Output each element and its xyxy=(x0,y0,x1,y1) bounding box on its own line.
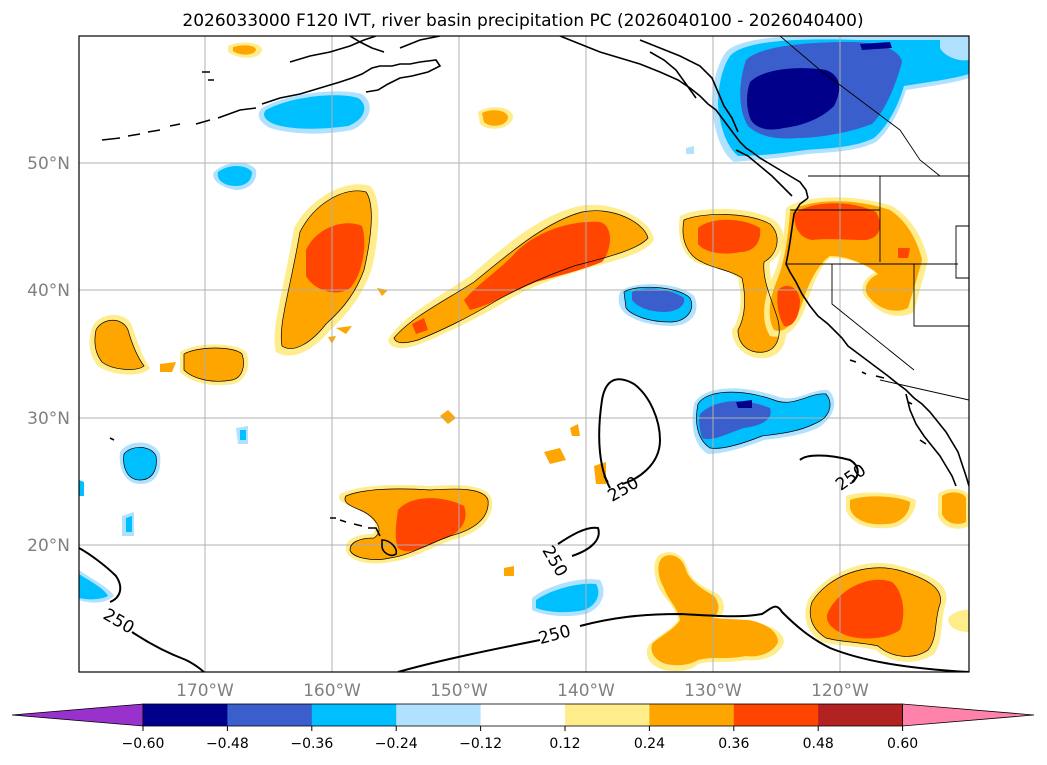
colorbar-tick-label: −0.48 xyxy=(206,736,249,752)
colorbar-tick-label: 0.12 xyxy=(549,736,580,752)
patch-outlines xyxy=(94,190,941,657)
lat-label-40n: 40°N xyxy=(27,281,70,301)
colorbar-segment xyxy=(143,704,228,726)
colorbar-extend-low xyxy=(11,703,144,727)
colorbar-tick-label: 0.48 xyxy=(803,736,834,752)
colorbar-segment xyxy=(480,704,566,726)
colorbar-tick-label: −0.24 xyxy=(375,736,418,752)
colorbar-tick-label: −0.12 xyxy=(459,736,502,752)
colorbar-tick-label: 0.36 xyxy=(718,736,749,752)
colorbar-tick-label: 0.60 xyxy=(887,736,918,752)
lon-label-150w: 150°W xyxy=(430,681,488,701)
lon-label-160w: 160°W xyxy=(303,681,361,701)
lon-label-170w: 170°W xyxy=(176,681,234,701)
colorbar-tick-label: −0.36 xyxy=(290,736,333,752)
lon-label-120w: 120°W xyxy=(811,681,869,701)
chart-title: 2026033000 F120 IVT, river basin precipi… xyxy=(182,11,863,31)
colorbar-segment xyxy=(649,704,735,726)
ivt-contours xyxy=(79,378,969,672)
colorbar-frame xyxy=(142,703,903,727)
coastlines xyxy=(101,36,969,557)
colorbar-extend-high xyxy=(902,703,1035,727)
colorbar-segment xyxy=(311,704,397,726)
colorbar-segment xyxy=(565,704,650,726)
longitude-labels: 170°W 160°W 150°W 140°W 130°W 120°W xyxy=(176,681,869,701)
lat-label-50n: 50°N xyxy=(27,154,70,174)
colorbar-segment xyxy=(396,704,482,726)
lat-label-30n: 30°N xyxy=(27,409,70,429)
map-panel: 250 250 250 250 250 xyxy=(79,36,969,672)
lat-label-20n: 20°N xyxy=(27,536,70,556)
colorbar-segment xyxy=(733,704,819,726)
colorbar-segment xyxy=(227,704,313,726)
map-frame xyxy=(78,35,970,673)
negative-anomaly-regions xyxy=(79,36,969,617)
lon-label-130w: 130°W xyxy=(684,681,742,701)
colorbar: −0.60 −0.48 −0.36 −0.24 −0.12 0.12 0.24 0.36 0.4… xyxy=(11,703,1035,752)
colorbar-tick-label: 0.24 xyxy=(634,736,665,752)
colorbar-segment xyxy=(818,704,904,726)
positive-anomaly-regions xyxy=(89,42,969,672)
lon-label-140w: 140°W xyxy=(557,681,615,701)
state-borders xyxy=(779,36,969,401)
latitude-labels: 50°N 40°N 30°N 20°N xyxy=(27,154,70,556)
gridlines xyxy=(79,36,969,672)
colorbar-tick-label: −0.60 xyxy=(122,736,165,752)
